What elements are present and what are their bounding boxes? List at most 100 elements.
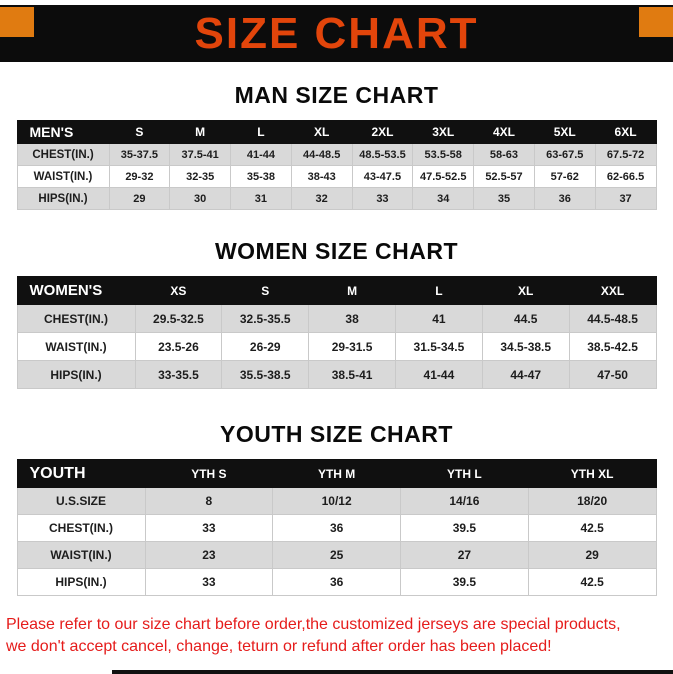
size-value-cell: 29	[108, 187, 171, 210]
size-value-cell: 29-32	[108, 165, 171, 188]
row-label-cell: WAIST(IN.)	[16, 165, 110, 188]
footer-disclaimer: Please refer to our size chart before or…	[6, 614, 673, 659]
size-value-cell: 32	[290, 187, 353, 210]
size-value-cell: 32-35	[169, 165, 232, 188]
man-size-chart-section: MAN SIZE CHART MEN'S S M L XL 2XL 3XL 4XL 5XL 6XL…	[0, 82, 673, 210]
row-label-cell: WAIST(IN.)	[16, 332, 136, 361]
table-title-cell: YOUTH	[16, 459, 146, 488]
size-column-header: M	[169, 120, 232, 144]
size-value-cell: 35.5-38.5	[221, 360, 310, 389]
row-label-cell: HIPS(IN.)	[16, 360, 136, 389]
table-header-row: YOUTH YTH S YTH M YTH L YTH XL	[16, 459, 657, 488]
size-value-cell: 42.5	[527, 568, 657, 596]
size-value-cell: 44.5-48.5	[568, 304, 657, 333]
women-size-table: WOMEN'S XS S M L XL XXL CHEST(IN.) 29.5-32.5 32.…	[16, 276, 657, 389]
table-header-row: MEN'S S M L XL 2XL 3XL 4XL 5XL 6XL	[16, 120, 657, 144]
size-column-header: 4XL	[473, 120, 535, 144]
row-label-cell: HIPS(IN.)	[16, 187, 110, 210]
size-value-cell: 36	[272, 568, 401, 596]
size-value-cell: 63-67.5	[533, 143, 596, 166]
measurement-row: CHEST(IN.) 35-37.5 37.5-41 41-44 44-48.5 48.5…	[16, 143, 657, 166]
row-label-cell: U.S.SIZE	[16, 487, 146, 515]
size-value-cell: 23	[144, 541, 274, 569]
size-value-cell: 43-47.5	[351, 165, 414, 188]
size-value-cell: 33	[351, 187, 414, 210]
size-value-cell: 36	[533, 187, 596, 210]
size-value-cell: 33-35.5	[134, 360, 223, 389]
women-size-chart-section: WOMEN SIZE CHART WOMEN'S XS S M L XL XXL CHEST…	[0, 238, 673, 389]
footer-line-1: Please refer to our size chart before or…	[6, 616, 621, 633]
table-title-cell: MEN'S	[16, 120, 110, 144]
size-value-cell: 37	[594, 187, 657, 210]
size-value-cell: 41-44	[394, 360, 483, 389]
size-value-cell: 35	[473, 187, 535, 210]
size-value-cell: 38.5-41	[308, 360, 396, 389]
size-value-cell: 38-43	[290, 165, 353, 188]
measurement-row: HIPS(IN.) 29 30 31 32 33 34 35 36 37	[16, 187, 657, 210]
size-value-cell: 38	[308, 304, 396, 333]
size-column-header: 5XL	[533, 120, 596, 144]
size-value-cell: 35-38	[230, 165, 292, 188]
size-value-cell: 41-44	[230, 143, 292, 166]
measurement-row: HIPS(IN.) 33-35.5 35.5-38.5 38.5-41 41-44 44-…	[16, 360, 657, 389]
size-value-cell: 38.5-42.5	[568, 332, 657, 361]
size-column-header: M	[308, 276, 396, 305]
size-value-cell: 31.5-34.5	[394, 332, 483, 361]
size-value-cell: 35-37.5	[108, 143, 171, 166]
row-label-cell: CHEST(IN.)	[16, 143, 110, 166]
measurement-row: WAIST(IN.) 23 25 27 29	[16, 541, 657, 569]
size-value-cell: 34.5-38.5	[481, 332, 570, 361]
size-column-header: S	[108, 120, 171, 144]
size-value-cell: 30	[169, 187, 232, 210]
youth-size-chart-section: YOUTH SIZE CHART YOUTH YTH S YTH M YTH L YTH…	[0, 421, 673, 596]
size-column-header: YTH S	[144, 459, 274, 488]
size-column-header: YTH XL	[527, 459, 657, 488]
size-column-header: S	[221, 276, 310, 305]
corner-decoration-right	[639, 7, 673, 37]
bottom-edge-bar	[112, 670, 673, 674]
size-value-cell: 48.5-53.5	[351, 143, 414, 166]
measurement-row: WAIST(IN.) 29-32 32-35 35-38 38-43 43-47.5 47.…	[16, 165, 657, 188]
size-value-cell: 8	[144, 487, 274, 515]
size-value-cell: 18/20	[527, 487, 657, 515]
size-value-cell: 44-48.5	[290, 143, 353, 166]
size-column-header: 2XL	[351, 120, 414, 144]
size-value-cell: 14/16	[400, 487, 529, 515]
size-value-cell: 29.5-32.5	[134, 304, 223, 333]
size-value-cell: 36	[272, 514, 401, 542]
size-column-header: XS	[134, 276, 223, 305]
size-value-cell: 47.5-52.5	[412, 165, 475, 188]
size-value-cell: 33	[144, 568, 274, 596]
size-value-cell: 29	[527, 541, 657, 569]
size-value-cell: 10/12	[272, 487, 401, 515]
size-column-header: L	[230, 120, 292, 144]
measurement-row: HIPS(IN.) 33 36 39.5 42.5	[16, 568, 657, 596]
size-value-cell: 25	[272, 541, 401, 569]
footer-line-2: we don't accept cancel, change, teturn o…	[6, 638, 552, 656]
measurement-row: CHEST(IN.) 33 36 39.5 42.5	[16, 514, 657, 542]
size-value-cell: 32.5-35.5	[221, 304, 310, 333]
size-value-cell: 39.5	[400, 568, 529, 596]
measurement-row: CHEST(IN.) 29.5-32.5 32.5-35.5 38 41 44.5 44.5…	[16, 304, 657, 333]
size-value-cell: 58-63	[473, 143, 535, 166]
man-size-table: MEN'S S M L XL 2XL 3XL 4XL 5XL 6XL CHEST(IN.) 35-3…	[16, 120, 657, 210]
size-column-header: 6XL	[594, 120, 657, 144]
size-value-cell: 57-62	[533, 165, 596, 188]
size-value-cell: 67.5-72	[594, 143, 657, 166]
size-value-cell: 34	[412, 187, 475, 210]
page-title: SIZE CHART	[194, 8, 479, 58]
size-value-cell: 52.5-57	[473, 165, 535, 188]
size-value-cell: 62-66.5	[594, 165, 657, 188]
row-label-cell: CHEST(IN.)	[16, 514, 146, 542]
measurement-row: WAIST(IN.) 23.5-26 26-29 29-31.5 31.5-34.5 34…	[16, 332, 657, 361]
table-title-cell: WOMEN'S	[16, 276, 136, 305]
size-value-cell: 44.5	[481, 304, 570, 333]
size-value-cell: 44-47	[481, 360, 570, 389]
man-section-title: MAN SIZE CHART	[234, 82, 439, 108]
size-value-cell: 23.5-26	[134, 332, 223, 361]
size-value-cell: 29-31.5	[308, 332, 396, 361]
row-label-cell: HIPS(IN.)	[16, 568, 146, 596]
table-header-row: WOMEN'S XS S M L XL XXL	[16, 276, 657, 305]
size-column-header: L	[394, 276, 483, 305]
size-value-cell: 31	[230, 187, 292, 210]
